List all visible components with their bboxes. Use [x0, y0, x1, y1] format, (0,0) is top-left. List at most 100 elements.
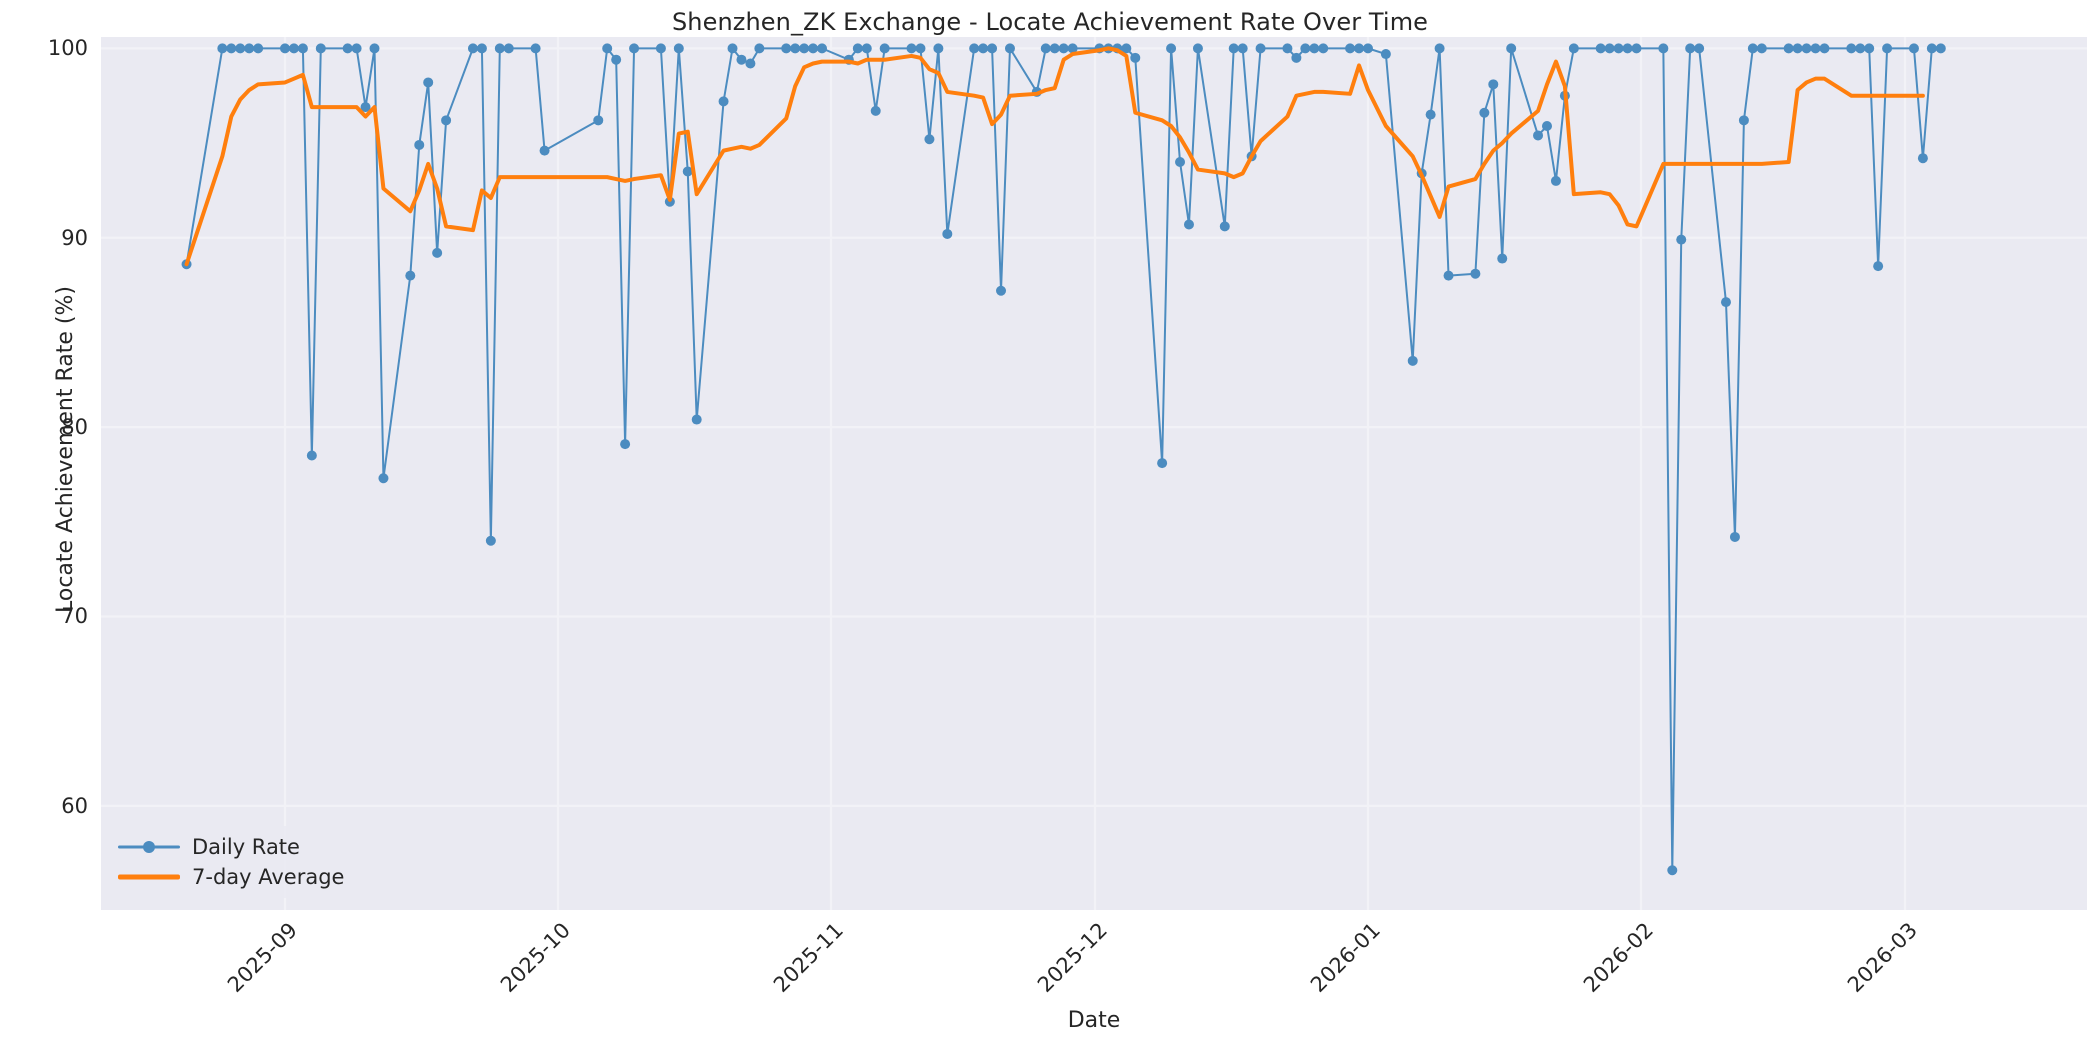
- data-point-marker: [1819, 43, 1830, 54]
- data-point-marker: [423, 77, 434, 88]
- legend-item[interactable]: 7-day Average: [118, 862, 344, 892]
- data-point-marker: [306, 450, 317, 461]
- data-point-marker: [1192, 43, 1203, 54]
- data-point-marker: [629, 43, 640, 54]
- data-point-marker: [879, 43, 890, 54]
- data-point-marker: [494, 43, 505, 54]
- data-point-marker: [1291, 52, 1302, 63]
- data-point-marker: [1541, 121, 1552, 131]
- data-point-marker: [378, 473, 389, 484]
- data-point-marker: [736, 54, 747, 65]
- x-tick-label: 2025-11: [768, 918, 848, 998]
- data-point-marker: [1354, 43, 1365, 54]
- data-point-marker: [1747, 43, 1758, 54]
- data-point-marker: [1631, 43, 1642, 54]
- y-axis-label: Locate Achievement Rate (%): [53, 286, 78, 614]
- data-point-marker: [620, 439, 631, 450]
- data-point-marker: [217, 43, 228, 54]
- data-point-marker: [1855, 43, 1866, 54]
- data-point-marker: [817, 43, 828, 54]
- legend-swatch-seven-day-average: [118, 866, 180, 888]
- data-point-marker: [1685, 43, 1696, 54]
- data-point-marker: [1049, 43, 1060, 54]
- data-point-marker: [691, 414, 702, 425]
- legend-item[interactable]: Daily Rate: [118, 832, 344, 862]
- data-point-marker: [745, 58, 756, 69]
- data-point-marker: [1783, 43, 1794, 54]
- data-point-marker: [1792, 43, 1803, 54]
- data-point-marker: [297, 43, 308, 54]
- y-tick-label: 60: [61, 793, 88, 818]
- data-point-marker: [476, 43, 487, 54]
- data-point-marker: [1175, 156, 1186, 167]
- y-tick-label: 100: [47, 36, 88, 61]
- data-point-marker: [530, 43, 541, 54]
- data-point-marker: [611, 54, 622, 65]
- data-point-marker: [718, 96, 729, 107]
- data-point-marker: [1694, 43, 1705, 54]
- data-point-marker: [1219, 221, 1230, 232]
- data-point-marker: [754, 43, 765, 54]
- data-point-marker: [1613, 43, 1624, 54]
- data-point-marker: [288, 43, 299, 54]
- data-point-marker: [1183, 219, 1194, 230]
- data-point-marker: [503, 43, 514, 54]
- data-point-marker: [1926, 43, 1937, 54]
- data-point-marker: [799, 43, 810, 54]
- data-point-marker: [1676, 234, 1687, 245]
- data-point-marker: [1488, 79, 1499, 90]
- x-tick-label: 2026-03: [1842, 918, 1922, 998]
- data-point-marker: [1345, 43, 1356, 54]
- data-point-marker: [987, 43, 998, 54]
- data-point-marker: [1729, 531, 1740, 542]
- y-tick-label: 90: [61, 225, 88, 250]
- data-point-marker: [1282, 43, 1293, 54]
- data-point-marker: [1667, 865, 1678, 876]
- x-axis-label: Date: [1067, 1008, 1121, 1033]
- data-point-marker: [1362, 43, 1373, 54]
- data-point-marker: [432, 247, 443, 258]
- data-point-marker: [280, 43, 290, 54]
- data-point-marker: [969, 43, 980, 54]
- data-point-marker: [1801, 43, 1812, 54]
- data-point-marker: [1568, 43, 1579, 54]
- x-tick-label: 2026-01: [1305, 918, 1385, 998]
- data-point-marker: [1810, 43, 1821, 54]
- data-point-marker: [1040, 43, 1051, 54]
- data-point-marker: [315, 43, 326, 54]
- data-point-marker: [861, 43, 872, 54]
- data-point-marker: [673, 43, 684, 54]
- data-point-marker: [1533, 130, 1544, 141]
- data-point-marker: [1479, 107, 1490, 118]
- chart-legend: Daily Rate 7-day Average: [110, 826, 355, 898]
- data-point-marker: [1130, 52, 1141, 63]
- data-point-marker: [602, 43, 613, 54]
- data-point-marker: [226, 43, 237, 54]
- data-point-marker: [1004, 43, 1015, 54]
- data-point-marker: [441, 115, 452, 126]
- plot-svg: [101, 37, 2087, 910]
- data-point-marker: [1908, 43, 1919, 54]
- legend-line-icon: [118, 874, 180, 880]
- data-point-marker: [369, 43, 380, 54]
- x-tick-label: 2025-09: [222, 918, 302, 998]
- x-tick-label: 2026-02: [1578, 918, 1658, 998]
- data-point-marker: [906, 43, 917, 54]
- data-point-marker: [253, 43, 264, 54]
- grid-lines: [101, 37, 2087, 910]
- plot-area: [101, 37, 2087, 910]
- data-point-marker: [1935, 43, 1946, 54]
- data-point-marker: [1067, 43, 1078, 54]
- data-point-marker: [1407, 355, 1418, 366]
- data-point-marker: [790, 43, 801, 54]
- data-point-marker: [1658, 43, 1669, 54]
- data-point-marker: [1380, 49, 1391, 60]
- data-point-marker: [1622, 43, 1633, 54]
- data-point-marker: [1228, 43, 1239, 54]
- data-point-marker: [1300, 43, 1311, 54]
- data-point-marker: [405, 270, 416, 281]
- data-point-marker: [996, 285, 1007, 296]
- data-point-marker: [1318, 43, 1329, 54]
- data-point-marker: [1237, 43, 1248, 54]
